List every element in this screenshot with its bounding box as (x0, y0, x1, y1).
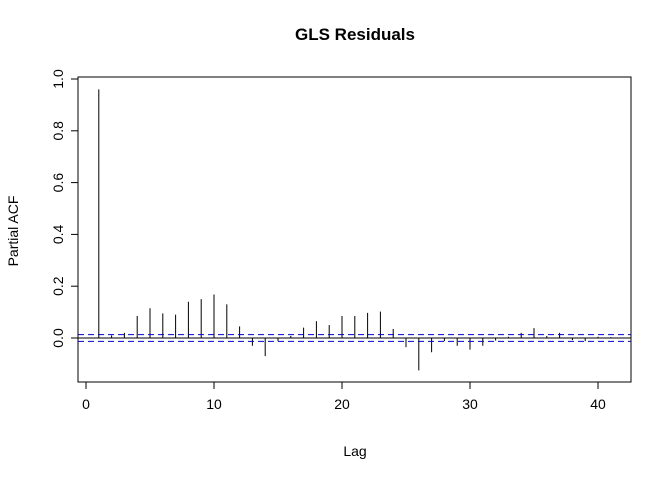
x-axis: 0 10 20 30 40 (82, 381, 606, 412)
x-tick-label-0: 0 (82, 396, 90, 412)
y-tick-label-0.2: 0.2 (50, 276, 66, 296)
x-axis-label: Lag (343, 443, 366, 459)
y-tick-label-0.6: 0.6 (50, 173, 66, 193)
y-tick-label-0.0: 0.0 (50, 328, 66, 348)
y-tick-label-1.0: 1.0 (50, 69, 66, 89)
x-tick-label-40: 40 (590, 396, 606, 412)
y-tick-label-0.4: 0.4 (50, 224, 66, 244)
confidence-band-group (78, 334, 631, 342)
x-tick-label-20: 20 (334, 396, 350, 412)
x-tick-label-30: 30 (462, 396, 478, 412)
y-tick-label-0.8: 0.8 (50, 121, 66, 141)
chart-title: GLS Residuals (295, 25, 415, 44)
x-tick-label-10: 10 (206, 396, 222, 412)
y-axis-label: Partial ACF (5, 196, 21, 267)
y-axis: 0.0 0.2 0.4 0.6 0.8 1.0 (50, 69, 79, 348)
bars-group (98, 89, 612, 371)
